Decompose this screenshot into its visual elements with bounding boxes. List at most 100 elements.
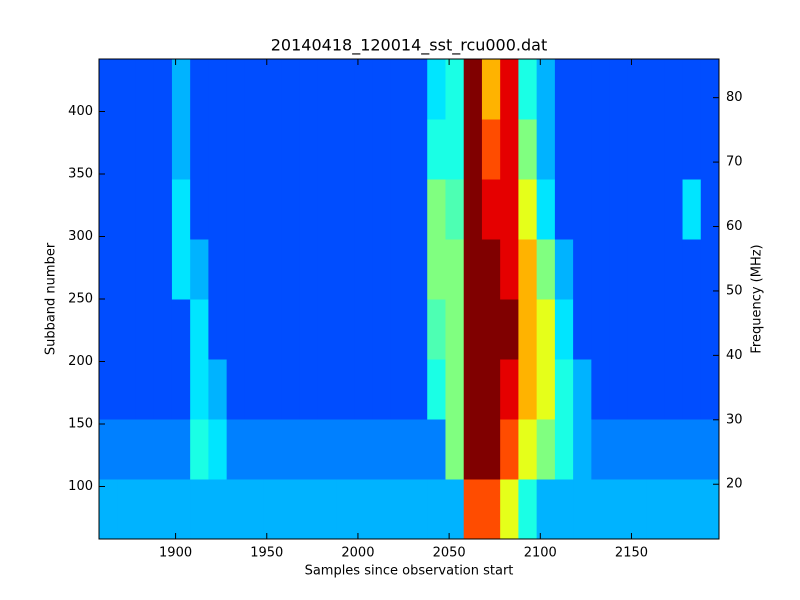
heatmap-cell: [244, 239, 264, 300]
heatmap-cell: [372, 239, 392, 300]
heatmap-cell: [336, 299, 355, 360]
heatmap-cell: [609, 179, 629, 240]
y-tick-label: 100: [68, 479, 93, 494]
heatmap-cell: [171, 299, 191, 360]
heatmap-cell: [518, 239, 538, 300]
heatmap-cell: [390, 119, 410, 180]
heatmap-cell: [190, 299, 209, 360]
heatmap-cell: [591, 59, 611, 120]
heatmap-cell: [117, 359, 136, 420]
heatmap-cell: [190, 119, 209, 180]
heatmap-cell: [646, 179, 665, 240]
heatmap-cell: [299, 119, 319, 180]
x-tick-label: 2100: [524, 546, 557, 561]
heatmap-cell: [317, 119, 337, 180]
heatmap-cell: [500, 479, 519, 540]
heatmap-cell: [500, 299, 519, 360]
heatmap-cell: [263, 119, 282, 180]
heatmap-cell: [354, 479, 374, 540]
heatmap-cell: [536, 179, 556, 240]
heatmap-cell: [463, 359, 483, 420]
heatmap-cell: [573, 419, 592, 480]
heatmap-cell: [409, 179, 428, 240]
heatmap-cell: [99, 179, 118, 240]
heatmap-cell: [409, 299, 428, 360]
heatmap-cell: [99, 239, 118, 300]
heatmap-cell: [336, 419, 355, 480]
heatmap-cell: [591, 419, 611, 480]
heatmap-cell: [208, 359, 228, 420]
heatmap-cell: [390, 359, 410, 420]
heatmap-cell: [463, 119, 483, 180]
heatmap-cell: [518, 299, 538, 360]
y-tick-label: 150: [68, 417, 93, 432]
heatmap-cell: [500, 179, 519, 240]
heatmap-cell: [700, 239, 720, 300]
heatmap-cell: [336, 239, 355, 300]
heatmap-cell: [518, 59, 538, 120]
heatmap-cell: [481, 59, 501, 120]
y2-tick-label: 50: [726, 283, 743, 298]
heatmap-cell: [591, 359, 611, 420]
heatmap-cell: [700, 119, 720, 180]
heatmap-cell: [99, 299, 118, 360]
heatmap-cell: [554, 119, 574, 180]
heatmap-cell: [700, 299, 720, 360]
heatmap-cell: [646, 419, 665, 480]
heatmap-cell: [627, 359, 647, 420]
heatmap-cell: [664, 239, 684, 300]
heatmap-cell: [427, 419, 446, 480]
y-tick-label: 250: [68, 292, 93, 307]
heatmap-cell: [281, 299, 301, 360]
heatmap-cell: [445, 59, 465, 120]
heatmap-cell: [317, 479, 337, 540]
heatmap-cell: [463, 419, 483, 480]
heatmap-cell: [682, 119, 702, 180]
heatmap-cell: [336, 59, 355, 120]
heatmap-cell: [153, 479, 173, 540]
heatmap-cell: [153, 299, 173, 360]
heatmap-cell: [226, 179, 246, 240]
heatmap-cell: [208, 119, 228, 180]
heatmap-cell: [317, 419, 337, 480]
heatmap-cell: [518, 119, 538, 180]
heatmap-cell: [409, 359, 428, 420]
heatmap-cell: [117, 179, 136, 240]
heatmap-cell: [171, 479, 191, 540]
y2-tick-label: 70: [726, 155, 743, 170]
heatmap-cell: [153, 359, 173, 420]
heatmap-cell: [427, 239, 446, 300]
heatmap-cell: [390, 179, 410, 240]
heatmap-cell: [281, 239, 301, 300]
heatmap-cell: [700, 419, 720, 480]
heatmap-cell: [135, 419, 155, 480]
heatmap-cell: [445, 179, 465, 240]
heatmap-cell: [317, 359, 337, 420]
heatmap-cell: [664, 299, 684, 360]
heatmap-cell: [536, 239, 556, 300]
heatmap-cell: [135, 299, 155, 360]
heatmap-cell: [171, 239, 191, 300]
heatmap-cell: [646, 239, 665, 300]
y2-tick-label: 30: [726, 412, 743, 427]
heatmap-cell: [208, 179, 228, 240]
heatmap-cell: [664, 59, 684, 120]
heatmap: [99, 59, 720, 540]
heatmap-cell: [481, 179, 501, 240]
y-tick-label: 300: [68, 229, 93, 244]
heatmap-cell: [554, 479, 574, 540]
heatmap-cell: [135, 179, 155, 240]
heatmap-cell: [409, 119, 428, 180]
heatmap-cell: [372, 479, 392, 540]
heatmap-cell: [372, 59, 392, 120]
heatmap-cell: [190, 479, 209, 540]
heatmap-cell: [208, 419, 228, 480]
heatmap-cell: [171, 419, 191, 480]
heatmap-cell: [208, 239, 228, 300]
heatmap-cell: [627, 239, 647, 300]
x-axis-label: Samples since observation start: [305, 564, 514, 579]
heatmap-cell: [573, 359, 592, 420]
heatmap-cell: [573, 119, 592, 180]
heatmap-cell: [664, 119, 684, 180]
y-axis-label: Subband number: [44, 242, 59, 355]
